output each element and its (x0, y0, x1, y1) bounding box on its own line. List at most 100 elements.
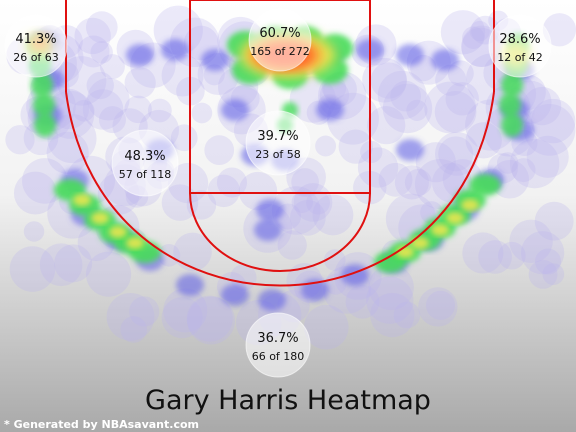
zone-pct-label: 41.3% (15, 32, 56, 47)
credit-text: * Generated by NBAsavant.com (4, 418, 199, 431)
zone-pct-label: 60.7% (259, 26, 300, 41)
shot-circle (530, 98, 576, 144)
heat-blob-low (254, 219, 282, 241)
shot-circle (13, 171, 57, 215)
shot-circle (434, 91, 477, 133)
shot-circle (23, 221, 45, 242)
shot-circle (161, 54, 204, 97)
shot-circle (368, 264, 414, 311)
heat-blob-low (396, 44, 424, 66)
shot-circle (440, 10, 486, 55)
shot-circle (528, 259, 558, 289)
shot-circle (522, 86, 562, 126)
shot-circle (289, 199, 326, 236)
heat-blob-low (316, 99, 344, 121)
shot-circle (303, 304, 349, 350)
shot-circle (323, 249, 346, 271)
heat-band-high (73, 194, 91, 206)
heat-band-mid (31, 73, 53, 97)
zone-badge-restricted-area: 60.7% 165 of 272 (248, 8, 312, 72)
shot-circle (77, 35, 110, 68)
zone-pct-label: 39.7% (257, 129, 298, 144)
shot-circle (39, 243, 83, 287)
shot-circle (523, 104, 576, 156)
heat-band-high (431, 224, 449, 236)
shot-circle (106, 292, 155, 341)
shot-circle (360, 140, 383, 164)
shot-circle (534, 248, 562, 275)
shot-circle (462, 232, 504, 274)
shot-circle (478, 240, 512, 274)
shot-circle (490, 159, 530, 199)
shot-circle (382, 83, 433, 134)
shot-circle (362, 57, 407, 103)
heat-band-mid (499, 93, 521, 117)
zone-count-label: 66 of 180 (252, 350, 305, 363)
shot-circle (315, 135, 337, 157)
heat-blob-low (221, 99, 249, 121)
shot-circle (216, 167, 248, 198)
shot-circle (291, 168, 319, 196)
shot-circle (414, 159, 466, 210)
shot-circle (496, 152, 519, 174)
zone-badge-circle (488, 14, 552, 78)
shot-circle (99, 54, 125, 80)
heat-blob-low (126, 44, 154, 66)
heat-blob-low (161, 39, 189, 61)
shot-circle (425, 290, 456, 320)
shot-circle (191, 102, 213, 124)
shot-circle (377, 70, 427, 120)
shot-circle (124, 67, 156, 99)
heat-band-mid (33, 93, 55, 117)
zone-count-label: 57 of 118 (119, 168, 172, 181)
shot-circle (129, 296, 160, 327)
zone-pct-label: 48.3% (124, 149, 165, 164)
zone-badge-left-corner-three: 41.3% 26 of 63 (4, 14, 68, 78)
shot-circle (367, 106, 406, 145)
shot-circle (390, 80, 422, 112)
zone-pct-label: 28.6% (499, 32, 540, 47)
shot-circle (438, 136, 474, 172)
zone-count-label: 12 of 42 (497, 51, 543, 64)
zone-badge-circle (4, 14, 68, 78)
shot-circle (56, 56, 107, 106)
heat-band-high (411, 237, 429, 249)
heat-blob-low (258, 289, 286, 311)
heat-band-mid (34, 113, 56, 137)
shot-circle (378, 162, 413, 197)
zone-count-label: 23 of 58 (255, 148, 301, 161)
shot-circle (520, 231, 565, 275)
shot-circle (393, 301, 421, 329)
shot-circle (509, 219, 553, 264)
shot-circle (306, 190, 330, 215)
heat-blob-low (221, 284, 249, 306)
shot-circle (509, 138, 560, 189)
heat-band-mid (501, 113, 523, 137)
shot-circle (370, 292, 415, 338)
shot-circle (435, 131, 479, 176)
shot-circle (124, 95, 152, 124)
shot-circle (120, 316, 148, 343)
shot-circle (186, 295, 233, 342)
heat-band-high (446, 212, 464, 224)
shot-circle (9, 246, 56, 292)
shot-circle (173, 232, 212, 272)
shot-circle (435, 64, 467, 96)
shot-circle (445, 82, 479, 116)
zone-count-label: 26 of 63 (13, 51, 59, 64)
shot-circle (161, 297, 203, 339)
shot-circle (163, 288, 208, 333)
shot-circle (72, 99, 95, 122)
shot-circle (54, 244, 93, 283)
paint-lane (189, 0, 371, 194)
shot-circle (526, 135, 569, 178)
shot-circle (415, 142, 456, 183)
shot-circle (462, 26, 485, 49)
shot-circle (469, 20, 490, 42)
shot-circle (406, 99, 428, 121)
shot-circle (338, 129, 373, 164)
shot-circle (370, 62, 407, 99)
shot-circle (424, 81, 477, 134)
